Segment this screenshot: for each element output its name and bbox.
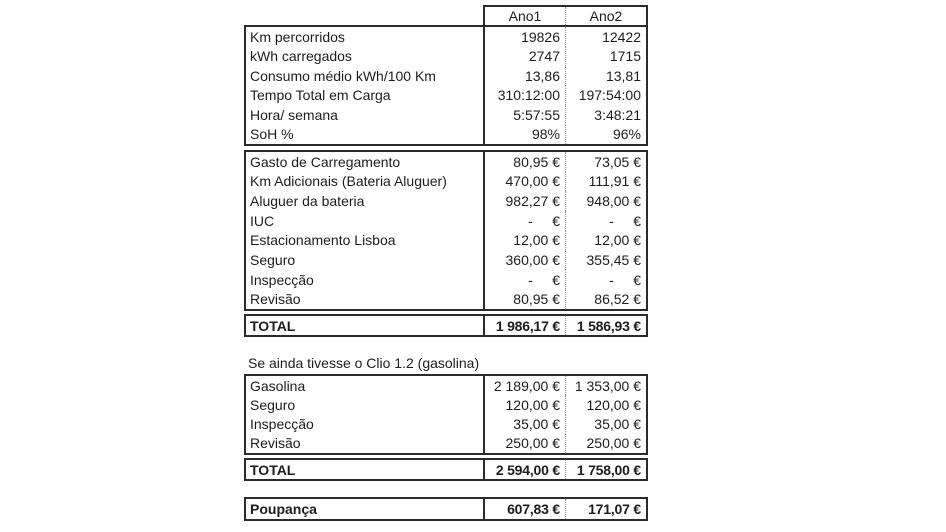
savings-label: Poupança: [250, 501, 317, 517]
value-ano1: - €: [483, 269, 565, 290]
value-ano1: 98%: [483, 124, 565, 144]
value-ano1: - €: [483, 210, 565, 231]
value-ano2: 96%: [565, 124, 646, 144]
table-row: Tempo Total em Carga 310:12:00 197:54:00: [246, 85, 646, 105]
value-ano2: 3:48:21: [565, 105, 646, 125]
row-label: Estacionamento Lisboa: [250, 232, 396, 249]
value-ano2: 197:54:00: [565, 85, 646, 105]
value-ano2: 111,91 €: [565, 171, 646, 192]
clio-total-row: TOTAL 2 594,00 € 1 758,00 €: [244, 458, 648, 481]
savings-value-ano2: 171,07 €: [565, 499, 646, 519]
value-ano1: 80,95 €: [483, 152, 565, 172]
value-ano1: 250,00 €: [483, 433, 565, 453]
table-row: IUC - € - €: [246, 210, 646, 231]
row-label: Consumo médio kWh/100 Km: [250, 67, 436, 84]
row-label: Seguro: [250, 396, 296, 413]
usage-stats-table: Km percorridos 19826 12422 kWh carregado…: [244, 25, 648, 146]
value-ano2: 12,00 €: [565, 230, 646, 251]
table-row: Gasto de Carregamento 80,95 € 73,05 €: [246, 152, 646, 172]
row-label: Km percorridos: [250, 28, 345, 45]
value-ano2: 250,00 €: [565, 433, 646, 453]
savings-value-ano1: 607,83 €: [483, 499, 565, 519]
row-label: SoH %: [250, 126, 294, 143]
table-row: Seguro 120,00 € 120,00 €: [246, 395, 646, 415]
value-ano1: 120,00 €: [483, 395, 565, 415]
table-row: Revisão 250,00 € 250,00 €: [246, 433, 646, 453]
row-label: Km Adicionais (Bateria Aluguer): [250, 173, 447, 190]
table-row: Estacionamento Lisboa 12,00 € 12,00 €: [246, 230, 646, 251]
total-value-ano1: 2 594,00 €: [483, 460, 565, 479]
table-row: TOTAL 1 986,17 € 1 586,93 €: [246, 316, 646, 335]
ev-total-row: TOTAL 1 986,17 € 1 586,93 €: [244, 314, 648, 337]
ev-costs-table: Gasto de Carregamento 80,95 € 73,05 € Km…: [244, 150, 648, 311]
row-label: Revisão: [250, 291, 301, 308]
value-ano2: 120,00 €: [565, 395, 646, 415]
value-ano2: 355,45 €: [565, 250, 646, 270]
value-ano1: 310:12:00: [483, 85, 565, 105]
value-ano2: 12422: [565, 27, 646, 47]
total-value-ano2: 1 758,00 €: [565, 460, 646, 479]
table-row: Poupança 607,83 € 171,07 €: [246, 499, 646, 519]
value-ano2: 86,52 €: [565, 289, 646, 309]
row-label: Gasolina: [250, 377, 306, 394]
column-header-ano1: Ano1: [508, 8, 542, 24]
table-row: Consumo médio kWh/100 Km 13,86 13,81: [246, 66, 646, 86]
value-ano1: 2 189,00 €: [483, 376, 565, 396]
row-label: Aluguer da bateria: [250, 193, 365, 210]
clio-note: Se ainda tivesse o Clio 1.2 (gasolina): [248, 355, 480, 371]
table-row: Inspecção - € - €: [246, 269, 646, 290]
value-ano2: - €: [565, 210, 646, 231]
value-ano1: 12,00 €: [483, 230, 565, 251]
value-ano2: 1715: [565, 46, 646, 66]
row-label: IUC: [250, 212, 275, 229]
table-row: SoH % 98% 96%: [246, 124, 646, 144]
total-value-ano1: 1 986,17 €: [483, 316, 565, 335]
total-value-ano2: 1 586,93 €: [565, 316, 646, 335]
row-label: Hora/ semana: [250, 106, 338, 123]
value-ano1: 35,00 €: [483, 414, 565, 434]
column-header-ano2: Ano2: [565, 7, 646, 25]
value-ano1: 470,00 €: [483, 171, 565, 192]
table-row: TOTAL 2 594,00 € 1 758,00 €: [246, 460, 646, 479]
value-ano2: 948,00 €: [565, 191, 646, 211]
value-ano1: 5:57:55: [483, 105, 565, 125]
table-row: Gasolina 2 189,00 € 1 353,00 €: [246, 376, 646, 396]
table-row: Seguro 360,00 € 355,45 €: [246, 250, 646, 270]
row-label: Inspecção: [250, 271, 314, 288]
table-row: Revisão 80,95 € 86,52 €: [246, 289, 646, 309]
row-label: kWh carregados: [250, 48, 352, 65]
row-label: Revisão: [250, 435, 301, 452]
row-label: Seguro: [250, 251, 296, 268]
table-row: Km Adicionais (Bateria Aluguer) 470,00 €…: [246, 171, 646, 192]
value-ano1: 80,95 €: [483, 289, 565, 309]
value-ano2: 1 353,00 €: [565, 376, 646, 396]
table-column-header: Ano1 Ano2: [483, 5, 648, 25]
value-ano2: - €: [565, 269, 646, 290]
row-label: Inspecção: [250, 416, 314, 433]
value-ano2: 73,05 €: [565, 152, 646, 172]
value-ano1: 982,27 €: [483, 191, 565, 211]
clio-costs-table: Gasolina 2 189,00 € 1 353,00 € Seguro 12…: [244, 374, 648, 455]
table-row: Km percorridos 19826 12422: [246, 27, 646, 47]
table-row: Inspecção 35,00 € 35,00 €: [246, 414, 646, 434]
total-label: TOTAL: [250, 461, 296, 478]
table-row: Aluguer da bateria 982,27 € 948,00 €: [246, 191, 646, 211]
value-ano1: 13,86: [483, 66, 565, 86]
row-label: Gasto de Carregamento: [250, 153, 401, 170]
value-ano1: 2747: [483, 46, 565, 66]
table-row: Hora/ semana 5:57:55 3:48:21: [246, 105, 646, 125]
total-label: TOTAL: [250, 317, 296, 334]
table-row: kWh carregados 2747 1715: [246, 46, 646, 66]
savings-row: Poupança 607,83 € 171,07 €: [244, 497, 648, 521]
value-ano2: 13,81: [565, 66, 646, 86]
row-label: Tempo Total em Carga: [250, 87, 391, 104]
value-ano1: 360,00 €: [483, 250, 565, 270]
value-ano2: 35,00 €: [565, 414, 646, 434]
value-ano1: 19826: [483, 27, 565, 47]
